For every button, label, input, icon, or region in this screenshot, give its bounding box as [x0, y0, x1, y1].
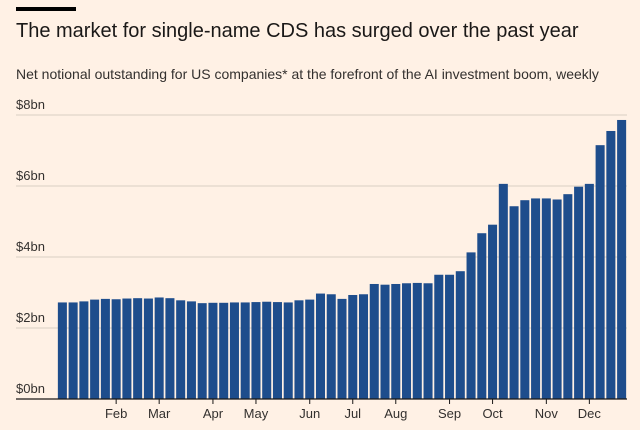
bar — [509, 206, 519, 399]
bar — [348, 294, 358, 399]
bar — [434, 274, 444, 399]
bar — [240, 302, 250, 399]
bar — [79, 301, 89, 400]
bar — [68, 302, 78, 399]
bar — [488, 224, 498, 399]
bar — [455, 271, 465, 399]
bar — [229, 302, 239, 399]
y-tick-label: $2bn — [16, 310, 45, 325]
x-tick-label: Apr — [203, 406, 224, 421]
bar — [186, 301, 196, 400]
bar — [477, 233, 487, 399]
y-tick-label: $0bn — [16, 381, 45, 396]
bar — [176, 300, 186, 399]
bar — [423, 283, 433, 399]
bar — [380, 284, 390, 399]
bar — [154, 297, 164, 399]
bar — [466, 252, 476, 399]
bar — [541, 198, 551, 399]
axes: $0bn $2bn $4bn $6bn $8bn Feb Mar Apr May Jun Jul Au… — [16, 97, 627, 421]
x-tick-label: Jul — [344, 406, 361, 421]
bar — [498, 183, 508, 399]
bar — [358, 294, 369, 399]
x-tick-label: Aug — [384, 406, 407, 421]
bar — [133, 298, 143, 399]
bar — [251, 302, 261, 399]
bar — [606, 130, 616, 400]
bar — [122, 298, 132, 399]
bar — [272, 302, 282, 399]
bar — [595, 145, 605, 399]
bar — [100, 298, 110, 399]
y-tick-label: $8bn — [16, 97, 45, 112]
x-tick-label: Mar — [148, 406, 171, 421]
bar — [326, 294, 336, 399]
bar — [531, 198, 541, 399]
bar — [111, 299, 121, 399]
y-tick-label: $6bn — [16, 168, 45, 183]
bar — [412, 282, 422, 399]
bar — [617, 119, 627, 399]
x-tick-label: May — [244, 406, 269, 421]
bar — [552, 199, 562, 399]
x-tick-label: Nov — [535, 406, 559, 421]
x-tick-label: Dec — [578, 406, 602, 421]
y-tick-label: $4bn — [16, 239, 45, 254]
bar — [143, 298, 153, 399]
bar — [563, 194, 573, 399]
x-tick-label: Jun — [299, 406, 320, 421]
bar — [305, 299, 315, 399]
bar — [57, 302, 67, 399]
x-tick-label: Oct — [482, 406, 503, 421]
bar — [165, 298, 175, 399]
bar — [369, 283, 379, 399]
bar — [197, 303, 207, 399]
bar — [90, 299, 100, 399]
bar — [584, 183, 594, 399]
bar — [520, 200, 530, 399]
x-tick-label: Sep — [438, 406, 461, 421]
x-tick-label: Feb — [105, 406, 127, 421]
bar — [315, 293, 325, 399]
bar — [574, 186, 584, 399]
bar — [219, 302, 229, 399]
chart-title: The market for single-name CDS has surge… — [16, 20, 579, 42]
bar — [337, 298, 347, 399]
bar — [294, 300, 304, 399]
bar — [402, 283, 412, 399]
bar — [445, 274, 455, 399]
bar — [262, 301, 272, 399]
chart-subtitle: Net notional outstanding for US companie… — [16, 66, 599, 82]
bar — [391, 283, 401, 399]
bar — [283, 302, 293, 399]
bar — [208, 302, 218, 399]
bars — [57, 119, 627, 400]
top-rule — [16, 7, 76, 11]
